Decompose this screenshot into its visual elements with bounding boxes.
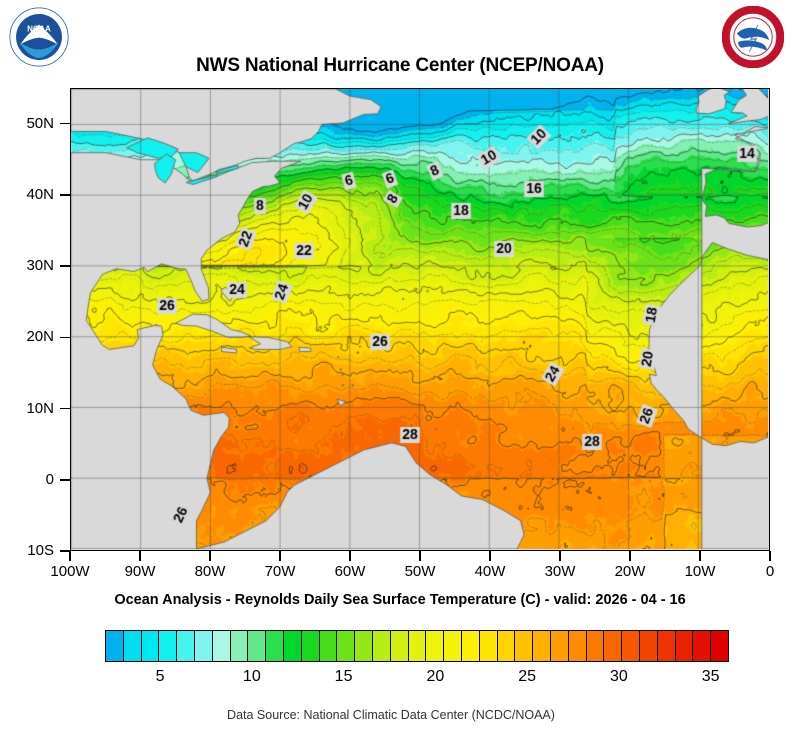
colorbar-cell	[177, 631, 195, 661]
x-axis-tick	[279, 551, 281, 561]
y-axis-tick	[60, 194, 70, 196]
x-axis-tick	[559, 551, 561, 561]
colorbar-cell	[444, 631, 462, 661]
colorbar-tick-label: 20	[426, 668, 445, 685]
x-axis-tick	[489, 551, 491, 561]
colorbar-cell	[266, 631, 284, 661]
colorbar-cell	[675, 631, 694, 661]
colorbar-cell	[159, 631, 178, 661]
colorbar-cell	[604, 631, 623, 661]
colorbar-cell	[497, 631, 516, 661]
sst-heatmap-canvas	[71, 89, 768, 549]
y-axis-tick	[60, 479, 70, 481]
colorbar-cell	[301, 631, 320, 661]
colorbar-cell	[568, 631, 587, 661]
x-axis-tick	[629, 551, 631, 561]
colorbar-cell	[408, 631, 427, 661]
data-source-note: Data Source: National Climatic Data Cent…	[227, 708, 555, 722]
colorbar-tick-label: 30	[609, 668, 628, 685]
x-axis-label: 40W	[474, 563, 506, 580]
x-axis-label: 0	[765, 563, 775, 580]
nws-logo	[721, 5, 785, 69]
x-axis-tick	[699, 551, 701, 561]
colorbar-cell	[106, 631, 124, 661]
y-axis-tick	[60, 336, 70, 339]
colorbar-cell	[515, 631, 534, 661]
y-axis-label: 50N	[26, 114, 54, 132]
colorbar-tick-label: 10	[242, 668, 261, 685]
colorbar-cell	[533, 631, 551, 661]
x-axis-label: 20W	[614, 563, 646, 580]
y-axis-label: 40N	[26, 185, 54, 203]
y-axis-label: 10N	[26, 399, 54, 417]
x-axis-tick	[419, 551, 421, 561]
colorbar-cell	[550, 631, 569, 661]
x-axis-label: 90W	[124, 563, 156, 580]
colorbar-cell	[355, 631, 373, 661]
colorbar-cell	[141, 631, 160, 661]
x-axis-label: 100W	[50, 563, 90, 580]
colorbar-cell	[337, 631, 356, 661]
colorbar-cell	[479, 631, 498, 661]
y-axis-tick	[60, 265, 70, 267]
x-axis-label: 10W	[684, 563, 716, 580]
colorbar-cell	[657, 631, 676, 661]
noaa-logo: NOAA	[8, 6, 70, 68]
colorbar[interactable]	[105, 630, 729, 662]
y-axis-tick	[60, 407, 70, 410]
colorbar-cell	[230, 631, 249, 661]
colorbar-cell	[711, 631, 728, 661]
page-title: NWS National Hurricane Center (NCEP/NOAA…	[196, 55, 604, 76]
colorbar-cell	[372, 631, 391, 661]
colorbar-cell	[123, 631, 142, 661]
colorbar-tick-label: 5	[155, 668, 165, 685]
colorbar-cell	[622, 631, 640, 661]
colorbar-tick-label: 35	[701, 668, 720, 685]
chart-subtitle: Ocean Analysis - Reynolds Daily Sea Surf…	[114, 592, 686, 608]
y-axis-label: 10S	[27, 542, 54, 559]
x-axis-label: 60W	[334, 563, 366, 580]
colorbar-cell	[461, 631, 480, 661]
colorbar-cell	[283, 631, 302, 661]
colorbar-cell	[248, 631, 267, 661]
x-axis-label: 80W	[194, 563, 226, 580]
x-axis-tick	[69, 551, 71, 561]
colorbar-cell	[212, 631, 231, 661]
y-axis-tick	[60, 122, 70, 125]
y-axis-label: 20N	[26, 328, 54, 346]
colorbar-cell	[639, 631, 658, 661]
colorbar-cell	[319, 631, 338, 661]
y-axis-tick	[60, 550, 70, 552]
colorbar-cell	[390, 631, 409, 661]
y-axis-label: 0	[45, 470, 54, 488]
x-axis-label: 50W	[404, 563, 436, 580]
x-axis-label: 70W	[264, 563, 296, 580]
x-axis-label: 30W	[544, 563, 576, 580]
colorbar-tick-label: 15	[334, 668, 353, 685]
colorbar-cell	[426, 631, 445, 661]
x-axis-tick	[769, 551, 771, 561]
colorbar-tick-label: 25	[518, 668, 537, 685]
colorbar-cell	[194, 631, 213, 661]
x-axis-tick	[139, 551, 141, 561]
x-axis-tick	[349, 551, 351, 561]
noaa-logo-text: NOAA	[27, 24, 51, 33]
y-axis-label: 30N	[26, 257, 54, 275]
sst-map-plot[interactable]	[70, 88, 770, 551]
colorbar-cell	[693, 631, 712, 661]
colorbar-cell	[586, 631, 605, 661]
x-axis-tick	[209, 551, 211, 561]
